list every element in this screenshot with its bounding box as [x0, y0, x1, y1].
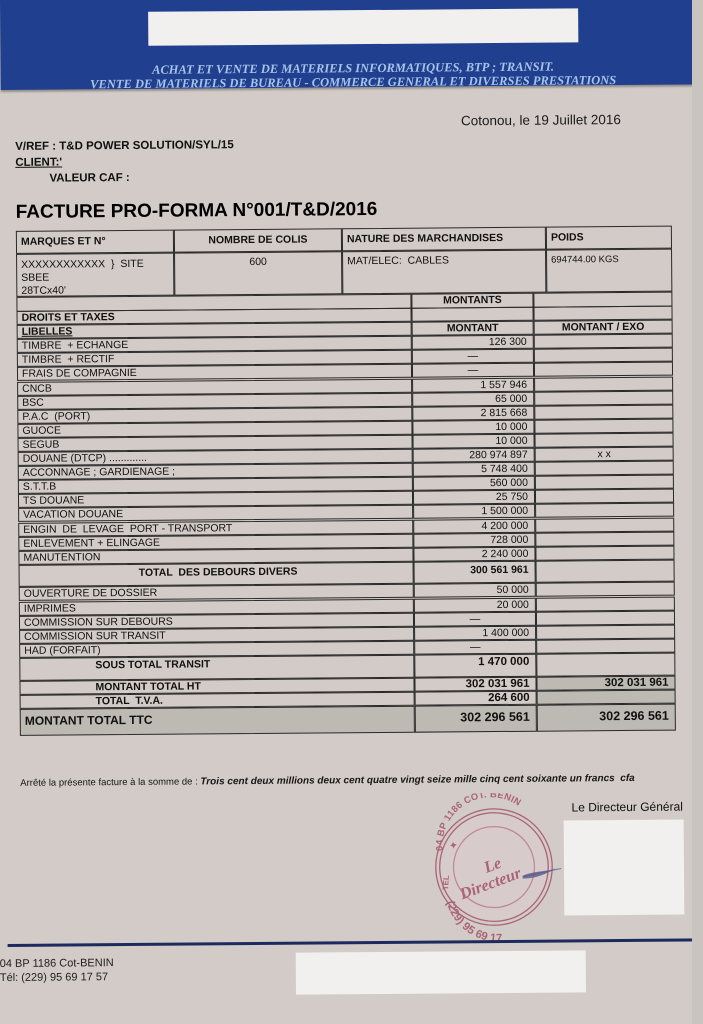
- svg-text:✦: ✦: [448, 839, 459, 852]
- svg-text:TEL: TEL: [441, 875, 451, 891]
